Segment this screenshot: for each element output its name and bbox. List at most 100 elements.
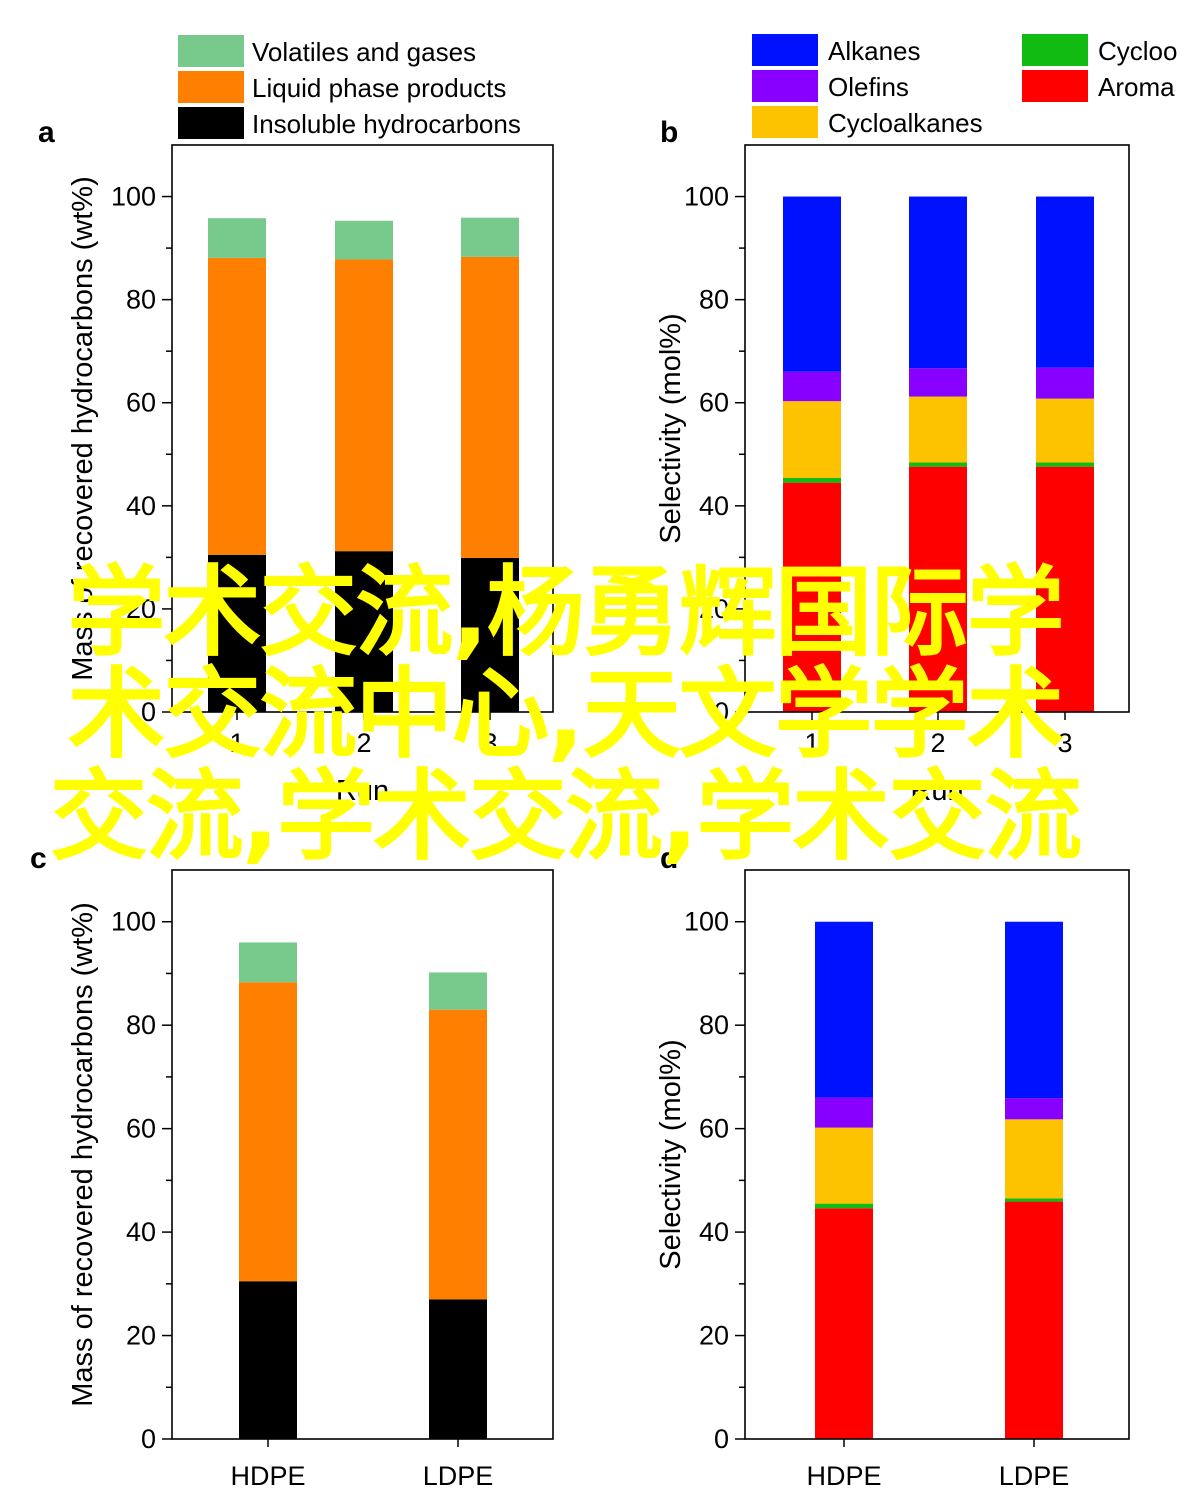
bar-segment xyxy=(909,462,967,467)
plot-frame xyxy=(171,869,554,1440)
y-tick-label: 60 xyxy=(699,388,729,418)
panel-label: d xyxy=(660,842,678,875)
bar-segment xyxy=(815,1127,873,1204)
legend-entry: Liquid phase products xyxy=(252,73,506,103)
legend-swatch xyxy=(752,106,818,138)
y-tick-label: 60 xyxy=(699,1114,729,1144)
legend-swatch xyxy=(1022,70,1088,102)
y-axis-label: Selectivity (mol%) xyxy=(655,313,687,543)
plot-frame xyxy=(171,144,554,713)
y-tick-label: 60 xyxy=(126,1114,156,1144)
y-tick-label: 0 xyxy=(141,697,156,727)
x-axis-label: Run xyxy=(336,775,389,807)
bar-segment xyxy=(783,371,841,402)
x-tick-label: 1 xyxy=(229,728,244,758)
legend-entry: Aroma xyxy=(1098,72,1175,102)
y-axis-label: Selectivity (mol%) xyxy=(655,1039,687,1269)
y-tick-label: 100 xyxy=(111,182,156,212)
legend-swatch xyxy=(1022,34,1088,66)
bar-segment xyxy=(1005,1198,1063,1202)
bar-segment xyxy=(815,921,873,1098)
bar-segment xyxy=(429,1009,487,1300)
legend-entry: Volatiles and gases xyxy=(252,37,476,67)
x-tick-label: HDPE xyxy=(806,1461,881,1491)
legend-panel-a: Volatiles and gases Liquid phase products… xyxy=(178,35,521,139)
legend-panel-b: Alkanes Olefins Cycloalkanes Cycloo Aroma xyxy=(752,34,1177,138)
panel-label: b xyxy=(660,116,678,149)
bar-segment xyxy=(461,217,519,257)
legend-swatch xyxy=(178,71,244,103)
bar-segment xyxy=(909,466,967,712)
watermark-text: 学术交流,杨勇辉国际学术交流中心,天文学学术交流,学术交流,学术交流 xyxy=(49,556,1082,874)
y-axis-label: Mass of recovered hydrocarbons (wt%) xyxy=(67,902,99,1406)
y-tick-label: 80 xyxy=(126,1010,156,1040)
y-tick-label: 40 xyxy=(699,1217,729,1247)
y-tick-label: 20 xyxy=(699,594,729,624)
legend-swatch xyxy=(752,70,818,102)
bar-segment xyxy=(815,1097,873,1128)
bar-segment xyxy=(239,942,297,983)
bar-segment xyxy=(909,396,967,463)
y-tick-label: 40 xyxy=(126,1217,156,1247)
y-tick-label: 80 xyxy=(699,1010,729,1040)
x-tick-label: HDPE xyxy=(230,1461,305,1491)
y-axis-label: Mass of recovered hydrocarbons (wt%) xyxy=(67,176,99,680)
bar-segment xyxy=(208,218,266,258)
bar-segment xyxy=(335,259,393,552)
legend-entry: Olefins xyxy=(828,72,909,102)
chart-panel-d: HDPE LDPE 0 20 40 60 80 100 Selectivity (mol%) d xyxy=(655,842,1130,1491)
y-tick-label: 100 xyxy=(684,182,729,212)
bar-segment xyxy=(1036,398,1094,463)
x-axis-label: Run xyxy=(910,775,963,807)
legend-swatch xyxy=(178,107,244,139)
bar-segment xyxy=(815,1208,873,1439)
legend-entry: Cycloalkanes xyxy=(828,108,983,138)
x-tick-label: LDPE xyxy=(423,1461,494,1491)
bar-segment xyxy=(815,1203,873,1209)
bar-segment xyxy=(909,368,967,397)
legend-entry: Alkanes xyxy=(828,36,921,66)
bar-segment xyxy=(429,972,487,1010)
bar-segment xyxy=(783,196,841,372)
y-tick-label: 20 xyxy=(126,1321,156,1351)
legend-entry: Cycloo xyxy=(1098,36,1177,66)
panel-label: a xyxy=(38,116,55,149)
y-tick-label: 20 xyxy=(126,594,156,624)
x-tick-label: 3 xyxy=(482,728,497,758)
chart-panel-c: HDPE LDPE 0 20 40 60 80 100 Mass of recovered hy… xyxy=(30,842,554,1491)
y-tick-label: 80 xyxy=(699,285,729,315)
x-tick-label: 3 xyxy=(1057,728,1072,758)
bar-segment xyxy=(239,1281,297,1439)
bar-segment xyxy=(1036,462,1094,467)
bar-segment xyxy=(1005,1201,1063,1439)
plot-frame xyxy=(744,869,1130,1440)
legend-swatch xyxy=(752,34,818,66)
bar-segment xyxy=(461,557,519,712)
y-tick-label: 100 xyxy=(684,907,729,937)
legend-swatch xyxy=(178,35,244,67)
y-tick-label: 60 xyxy=(126,388,156,418)
x-tick-label: 2 xyxy=(356,728,371,758)
bar-segment xyxy=(239,982,297,1282)
bar-segment xyxy=(335,220,393,260)
y-tick-label: 80 xyxy=(126,285,156,315)
bar-segment xyxy=(1005,1119,1063,1199)
y-tick-label: 40 xyxy=(126,491,156,521)
y-tick-label: 20 xyxy=(699,1321,729,1351)
y-tick-label: 0 xyxy=(714,697,729,727)
bar-segment xyxy=(909,196,967,369)
y-tick-label: 0 xyxy=(141,1424,156,1454)
bar-segment xyxy=(335,551,393,712)
bar-segment xyxy=(1036,367,1094,399)
x-tick-label: LDPE xyxy=(999,1461,1070,1491)
chart-panel-a: 1 2 3 0 20 40 60 80 100 Mass of recovered hydroca… xyxy=(38,116,554,807)
y-tick-label: 100 xyxy=(111,907,156,937)
bar-segment xyxy=(208,257,266,555)
y-tick-label: 40 xyxy=(699,491,729,521)
bar-segment xyxy=(208,554,266,712)
bar-segment xyxy=(429,1299,487,1439)
x-tick-label: 2 xyxy=(930,728,945,758)
chart-panel-b: 1 2 3 0 20 40 60 80 100 Selectivity (mol%) Run b xyxy=(655,116,1130,807)
y-tick-label: 0 xyxy=(714,1424,729,1454)
bar-segment xyxy=(1005,921,1063,1099)
